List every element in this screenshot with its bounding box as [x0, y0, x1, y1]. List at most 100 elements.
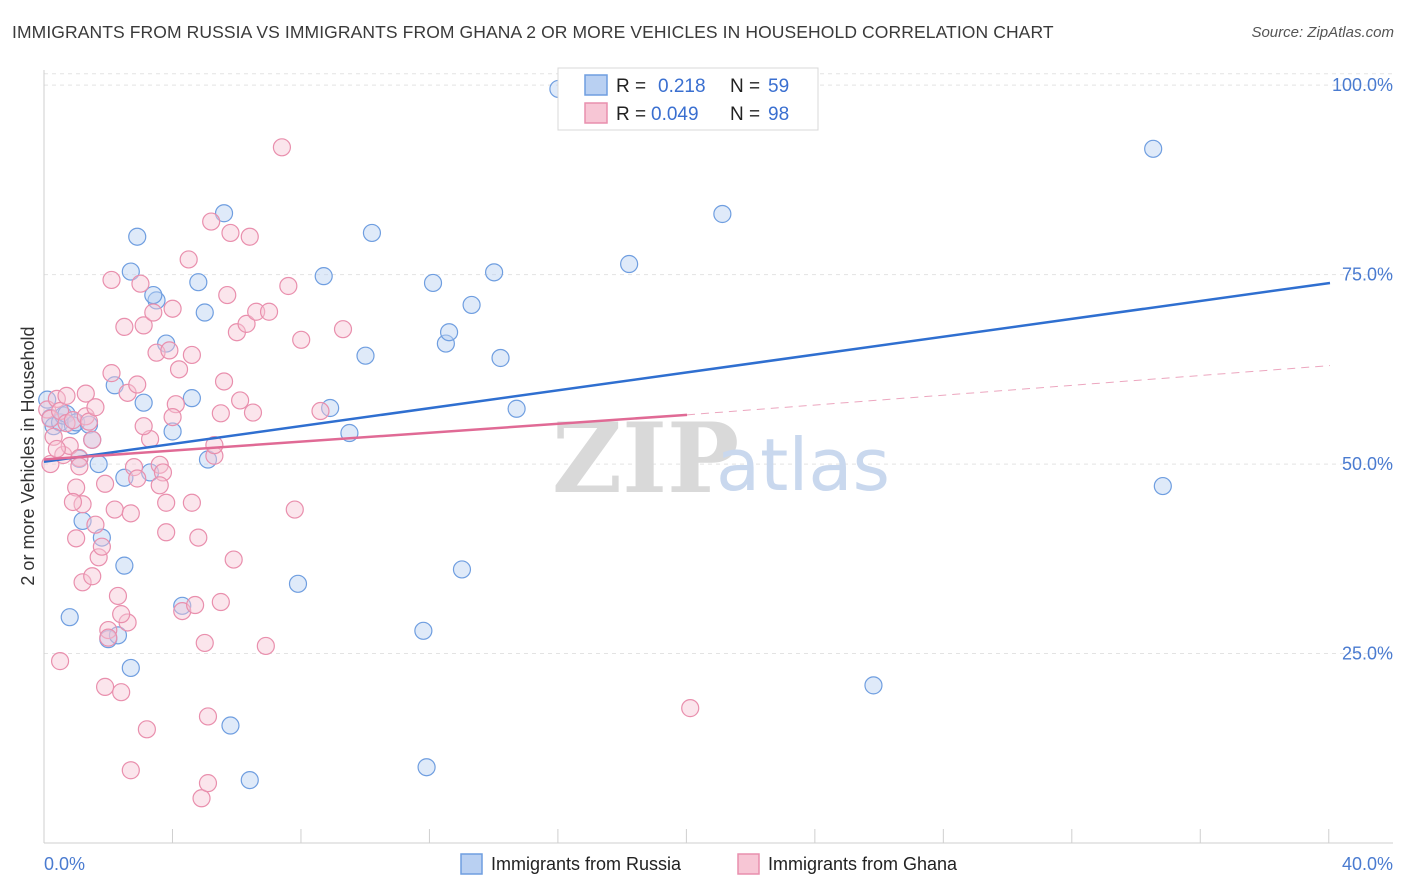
- point-ghana-19: [83, 567, 102, 586]
- point-ghana-94: [57, 386, 76, 405]
- y-tick-label-1: 50.0%: [1342, 454, 1393, 474]
- legend-swatch-russia: [584, 74, 608, 96]
- point-russia-47: [485, 263, 504, 282]
- legend-r-value-russia: 0.218: [658, 76, 706, 97]
- point-ghana-91: [128, 375, 147, 394]
- point-ghana-22: [92, 537, 111, 556]
- point-russia-40: [414, 621, 433, 640]
- legend-swatch-ghana: [584, 102, 608, 124]
- point-ghana-77: [272, 138, 292, 157]
- point-ghana-6: [50, 652, 70, 671]
- point-russia-26: [163, 422, 182, 441]
- point-ghana-73: [243, 403, 263, 422]
- point-ghana-89: [47, 439, 66, 459]
- point-ghana-54: [182, 345, 201, 365]
- point-ghana-95: [95, 474, 115, 493]
- point-ghana-65: [211, 404, 230, 423]
- bottom-legend-swatch-ghana: [737, 853, 760, 875]
- point-ghana-35: [121, 761, 140, 780]
- point-russia-39: [362, 223, 382, 243]
- legend: R = 0.218 N = 59 R = 0.049 N = 98: [557, 67, 819, 131]
- point-ghana-39: [134, 316, 153, 335]
- data-points: [38, 79, 1172, 808]
- y-tick-label-2: 75.0%: [1342, 265, 1393, 285]
- point-russia-27: [173, 596, 192, 615]
- point-ghana-80: [292, 330, 311, 349]
- point-ghana-20: [86, 398, 105, 417]
- point-ghana-28: [105, 500, 124, 519]
- point-ghana-31: [115, 317, 134, 337]
- point-ghana-68: [221, 223, 240, 243]
- point-ghana-61: [198, 774, 218, 793]
- point-ghana-66: [214, 372, 234, 391]
- y-axis-label: 2 or more Vehicles in Household: [18, 326, 38, 585]
- point-russia-55: [1153, 476, 1172, 496]
- watermark-atlas: atlas: [716, 423, 890, 507]
- point-russia-41: [417, 758, 436, 777]
- point-ghana-86: [112, 605, 131, 624]
- bottom-legend-label-ghana: Immigrants from Ghana: [768, 854, 958, 874]
- point-russia-43: [436, 334, 455, 353]
- trend-line-ghana: [43, 413, 688, 461]
- point-ghana-51: [169, 360, 189, 379]
- point-ghana-79: [285, 500, 304, 519]
- point-russia-56: [60, 608, 79, 627]
- point-ghana-67: [218, 285, 237, 305]
- point-ghana-88: [211, 592, 230, 612]
- point-ghana-75: [256, 636, 275, 656]
- point-russia-45: [452, 560, 472, 579]
- point-ghana-37: [128, 469, 147, 488]
- legend-n-value-ghana: 98: [768, 104, 789, 125]
- point-ghana-62: [202, 212, 221, 231]
- chart-title: IMMIGRANTS FROM RUSSIA VS IMMIGRANTS FRO…: [12, 22, 1054, 42]
- point-russia-34: [288, 574, 308, 593]
- point-ghana-24: [99, 620, 118, 640]
- source-label: Source: ZipAtlas.com: [1251, 24, 1394, 41]
- point-ghana-12: [67, 478, 86, 497]
- point-ghana-30: [112, 683, 131, 702]
- trend-lines: [43, 281, 1331, 464]
- point-ghana-81: [311, 401, 330, 421]
- point-ghana-78: [279, 276, 298, 296]
- point-ghana-42: [144, 303, 163, 322]
- point-ghana-36: [124, 458, 144, 477]
- point-russia-18: [115, 556, 134, 575]
- x-tick-max: 40.0%: [1342, 854, 1393, 874]
- point-ghana-34: [121, 504, 140, 523]
- point-russia-0: [38, 390, 57, 409]
- point-russia-20: [128, 227, 147, 246]
- point-ghana-38: [131, 274, 150, 293]
- legend-n-label-russia: N =: [730, 76, 760, 97]
- point-ghana-56: [186, 595, 205, 615]
- point-russia-12: [89, 454, 108, 474]
- point-russia-29: [189, 273, 208, 292]
- point-russia-54: [1144, 139, 1163, 158]
- point-ghana-71: [237, 314, 256, 333]
- x-axis: [43, 70, 1393, 844]
- point-russia-38: [356, 346, 375, 365]
- point-ghana-60: [198, 707, 218, 726]
- point-russia-49: [507, 399, 526, 418]
- point-ghana-82: [333, 320, 353, 339]
- point-russia-53: [864, 676, 883, 695]
- point-ghana-85: [86, 515, 105, 534]
- point-ghana-18: [83, 430, 102, 449]
- point-ghana-29: [108, 586, 128, 606]
- y-tick-label-3: 100.0%: [1332, 75, 1393, 95]
- point-russia-30: [195, 303, 214, 322]
- point-ghana-64: [205, 436, 224, 455]
- point-russia-36: [314, 267, 333, 286]
- point-russia-46: [462, 295, 481, 315]
- point-russia-51: [620, 254, 639, 274]
- point-russia-21: [134, 393, 153, 412]
- point-russia-58: [221, 716, 240, 735]
- y-tick-label-0: 25.0%: [1342, 644, 1393, 664]
- point-ghana-47: [157, 493, 176, 512]
- point-ghana-69: [224, 550, 243, 569]
- point-ghana-25: [99, 628, 118, 647]
- point-ghana-93: [231, 391, 250, 410]
- point-ghana-46: [157, 523, 176, 542]
- point-ghana-58: [192, 789, 211, 808]
- legend-n-value-russia: 59: [768, 76, 789, 97]
- point-ghana-92: [163, 407, 182, 427]
